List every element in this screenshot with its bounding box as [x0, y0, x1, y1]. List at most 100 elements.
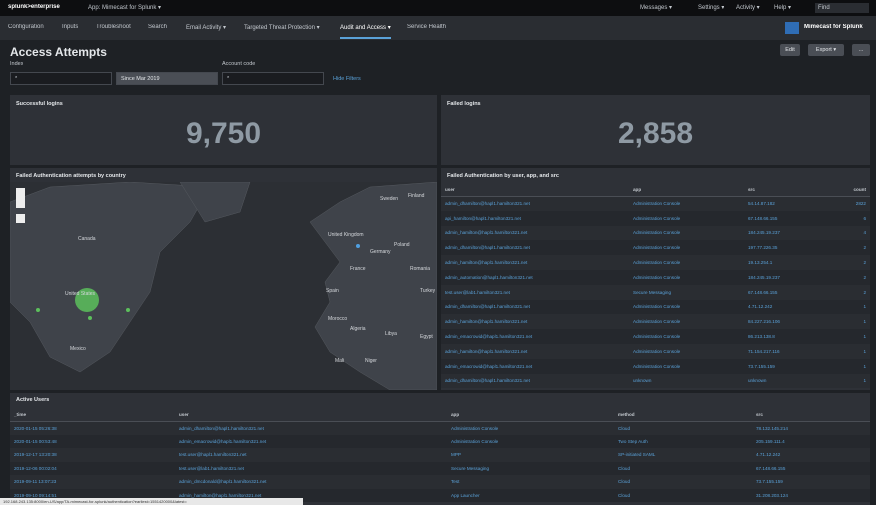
cell[interactable]: 197.77.226.35: [744, 240, 824, 256]
column-header[interactable]: user: [175, 408, 447, 422]
cell[interactable]: admin_hamilton@hapl1.hamilton321.net: [441, 343, 629, 359]
nav-item[interactable]: Targeted Threat Protection ▾: [244, 25, 320, 31]
cell[interactable]: 2019-12-17 13:20:38: [10, 448, 175, 462]
button[interactable]: Edit: [780, 44, 800, 56]
cell[interactable]: 205.159.111.4: [752, 434, 870, 448]
cell[interactable]: Administration Console: [629, 269, 744, 285]
cell[interactable]: Secure Messaging: [447, 461, 614, 475]
nav-item[interactable]: Configuration: [8, 24, 44, 30]
cell[interactable]: Secure Messaging: [629, 284, 744, 300]
cell[interactable]: 84.227.216.106: [744, 314, 824, 330]
cell[interactable]: 184.245.19.237: [744, 269, 824, 285]
column-header[interactable]: src: [744, 183, 824, 197]
cell[interactable]: admin_dmcdonald@hapl1.hamilton321.net: [175, 475, 447, 489]
cell[interactable]: 71.154.217.116: [744, 343, 824, 359]
cell[interactable]: 184.245.19.237: [744, 225, 824, 241]
cell[interactable]: Administration Console: [629, 358, 744, 374]
cell[interactable]: MPP: [447, 448, 614, 462]
cell[interactable]: Administration Console: [629, 255, 744, 270]
menu[interactable]: Activity ▾: [736, 5, 760, 11]
menu[interactable]: Messages ▾: [640, 5, 673, 11]
cell[interactable]: Administration Console: [447, 421, 614, 435]
cell[interactable]: 2020-01-15 00:53:48: [10, 434, 175, 448]
cell[interactable]: admin_dhamilton@hapl1.hamilton321.net: [441, 373, 629, 389]
cell[interactable]: 2019-12-06 00:02:04: [10, 461, 175, 475]
marker[interactable]: [36, 308, 40, 312]
cell[interactable]: 67.148.66.155: [752, 461, 870, 475]
cell[interactable]: test.user@hapl1.hamilton321.net: [175, 448, 447, 462]
cell[interactable]: admin_emacrowid@hapl1.hamilton321.net: [441, 329, 629, 344]
brand[interactable]: splunk>enterprise: [8, 4, 60, 10]
time-dropdown[interactable]: Since Mar 2019: [116, 72, 218, 85]
cell[interactable]: 54.14.87.182: [744, 196, 824, 211]
account-input[interactable]: *: [222, 72, 324, 85]
cell[interactable]: 86.213.138.8: [744, 329, 824, 344]
cell[interactable]: 78.132.145.214: [752, 421, 870, 435]
search-box[interactable]: Find: [815, 3, 869, 13]
marker[interactable]: [88, 316, 92, 320]
column-header[interactable]: method: [614, 408, 752, 422]
nav-item[interactable]: Email Activity ▾: [186, 25, 227, 31]
nav-item[interactable]: Audit and Access ▾: [340, 24, 391, 39]
column-header[interactable]: app: [447, 408, 614, 422]
column-header[interactable]: app: [629, 183, 744, 197]
cell[interactable]: Cloud: [614, 488, 752, 502]
cell[interactable]: Administration Console: [629, 343, 744, 359]
cell[interactable]: admin_hamilton@hapl1.hamilton321.net: [441, 225, 629, 241]
cell[interactable]: admin_hamilton@hapl1.hamilton321.net: [441, 314, 629, 330]
cell[interactable]: 2019-09-11 13:07:23: [10, 475, 175, 489]
cell[interactable]: unknown: [629, 373, 744, 389]
cell[interactable]: admin_automation@hapl1.hamilton321.net: [441, 269, 629, 285]
cell[interactable]: 4.71.12.242: [752, 448, 870, 462]
marker[interactable]: [356, 244, 360, 248]
cell[interactable]: 2020-01-15 05:26:38: [10, 421, 175, 435]
cell[interactable]: admin_hamilton@hapl1.hamilton321.net: [441, 255, 629, 270]
nav-item[interactable]: Inputs: [62, 24, 79, 30]
map[interactable]: Canada Sweden Finland United Kingdom PolandG…: [10, 182, 437, 390]
marker[interactable]: [75, 288, 99, 312]
button[interactable]: ...: [852, 44, 870, 56]
cell[interactable]: Administration Console: [629, 299, 744, 315]
cell[interactable]: Administration Console: [629, 329, 744, 344]
cell[interactable]: admin_dhamilton@hapl1.hamilton321.net: [441, 299, 629, 315]
marker[interactable]: [126, 308, 130, 312]
cell[interactable]: Administration Console: [629, 196, 744, 211]
cell[interactable]: Administration Console: [447, 434, 614, 448]
reset-control[interactable]: [16, 214, 25, 223]
cell[interactable]: Administration Console: [629, 314, 744, 330]
column-header[interactable]: _time: [10, 408, 175, 422]
cell[interactable]: admin_dhamilton@hapl1.hamilton321.net: [441, 196, 629, 211]
column-header[interactable]: user: [441, 183, 629, 197]
cell[interactable]: Cloud: [614, 421, 752, 435]
menu[interactable]: Settings ▾: [698, 5, 725, 11]
cell[interactable]: 67.148.66.155: [744, 284, 824, 300]
cell[interactable]: admin_emacrowid@hapl1.hamilton321.net: [441, 358, 629, 374]
column-header[interactable]: count: [824, 183, 870, 197]
nav-item[interactable]: Search: [148, 24, 168, 30]
cell[interactable]: admin_dhamilton@hapl1.hamilton321.net: [175, 421, 447, 435]
cell[interactable]: 67.148.66.155: [744, 210, 824, 226]
cell[interactable]: Administration Console: [629, 240, 744, 256]
zoom-control[interactable]: [16, 188, 25, 208]
cell[interactable]: unknown: [744, 373, 824, 389]
cell[interactable]: 31.208.203.124: [752, 488, 870, 502]
nav-item[interactable]: Service Health: [407, 24, 447, 30]
hide-filters[interactable]: Hide Filters: [333, 76, 361, 82]
cell[interactable]: Cloud: [614, 461, 752, 475]
app-menu[interactable]: App: Mimecast for Splunk ▾: [88, 5, 162, 11]
cell[interactable]: admin_dhamilton@hapl1.hamilton321.net: [441, 240, 629, 256]
cell[interactable]: App Launcher: [447, 488, 614, 502]
cell[interactable]: admin_emacrowid@hapl1.hamilton321.net: [175, 434, 447, 448]
cell[interactable]: 4.71.12.242: [744, 299, 824, 315]
index-input[interactable]: *: [10, 72, 112, 85]
cell[interactable]: Administration Console: [629, 225, 744, 241]
button[interactable]: Export ▾: [808, 44, 844, 56]
cell[interactable]: Administration Console: [629, 210, 744, 226]
cell[interactable]: api_hamilton@hapl1.hamilton321.net: [441, 210, 629, 226]
cell[interactable]: Test: [447, 475, 614, 489]
cell[interactable]: test.user@lab1.hamilton321.net: [175, 461, 447, 475]
cell[interactable]: 73.7.155.159: [744, 358, 824, 374]
cell[interactable]: Cloud: [614, 475, 752, 489]
cell[interactable]: 19.13.254.1: [744, 255, 824, 270]
nav-item[interactable]: Troubleshoot: [96, 24, 131, 30]
